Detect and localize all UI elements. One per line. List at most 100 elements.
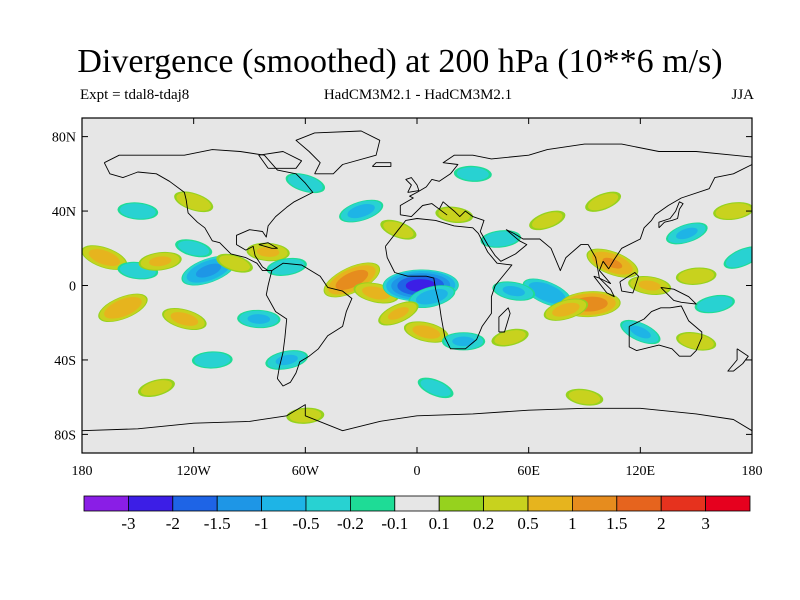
colorbar-label: -3 xyxy=(121,514,135,533)
y-tick-label: 80S xyxy=(54,428,76,443)
contour-level xyxy=(176,192,211,211)
contour-level xyxy=(247,314,271,324)
coastline xyxy=(405,177,420,193)
colorbar-swatch xyxy=(305,495,351,512)
contour-level xyxy=(195,263,222,278)
anomaly-blob xyxy=(675,267,717,285)
contour-level xyxy=(88,249,121,267)
model-label: HadCM3M2.1 - HadCM3M2.1 xyxy=(323,87,513,103)
anomaly-blob xyxy=(98,293,148,323)
contour-level xyxy=(335,269,369,290)
colorbar-label: -1 xyxy=(255,514,269,533)
coastline xyxy=(384,218,513,350)
colorbar-swatch xyxy=(83,495,129,512)
anomaly-blob xyxy=(339,199,384,223)
colorbar-label: -2 xyxy=(166,514,180,533)
contour-level xyxy=(412,325,441,339)
colorbar-swatch xyxy=(660,495,707,512)
anomaly-blob xyxy=(403,321,449,343)
colorbar-label: -0.1 xyxy=(381,514,408,533)
contour-level xyxy=(194,352,231,368)
contour-level xyxy=(387,307,409,320)
anomaly-blob xyxy=(117,202,159,220)
colorbar-swatch xyxy=(483,495,529,512)
contour-level xyxy=(170,312,199,326)
anomaly-blob xyxy=(453,165,492,182)
anomaly-blob xyxy=(175,239,213,258)
colorbar-swatch xyxy=(349,495,396,512)
colorbar-label: 2 xyxy=(657,514,666,533)
contour-level xyxy=(482,231,519,247)
coastline xyxy=(727,348,749,372)
contour-level xyxy=(256,247,280,257)
contour-level xyxy=(676,227,698,240)
anomaly-blob xyxy=(666,222,708,245)
anomaly-blob xyxy=(417,377,454,399)
anomaly-blob xyxy=(676,332,717,351)
coastline xyxy=(498,307,511,333)
coastline xyxy=(258,151,303,169)
anomaly-blob xyxy=(565,388,604,406)
x-tick-label: 0 xyxy=(414,464,421,479)
y-tick-label: 40N xyxy=(52,205,76,220)
y-tick-label: 40S xyxy=(54,354,76,369)
contour-level xyxy=(415,288,448,305)
contour-level xyxy=(275,354,298,366)
anomaly-blob xyxy=(435,206,474,224)
coastlines xyxy=(82,130,752,432)
contour-level xyxy=(568,390,601,405)
colorbar-swatch xyxy=(216,495,262,512)
anomaly-blob xyxy=(237,309,281,329)
contour-level xyxy=(697,296,733,313)
contour-level xyxy=(715,203,752,219)
colorbar-label: -0.2 xyxy=(337,514,364,533)
anomaly-blob xyxy=(408,285,456,309)
anomaly-blob xyxy=(543,298,589,321)
anomaly-blob xyxy=(713,202,752,221)
contour-level xyxy=(119,203,156,219)
colorbar-label: 0.5 xyxy=(517,514,538,533)
anomaly-blob xyxy=(162,307,207,331)
colorbar-label: 1 xyxy=(568,514,577,533)
anomaly-blob xyxy=(174,191,214,213)
coastline xyxy=(82,404,752,432)
colorbar-swatch xyxy=(127,495,174,512)
contour-level xyxy=(678,268,715,284)
y-tick-label: 0 xyxy=(69,280,76,295)
anomaly-blob xyxy=(480,230,522,248)
anomaly-blob xyxy=(266,257,307,276)
contour-level xyxy=(502,285,525,297)
contour-level xyxy=(528,281,566,304)
contour-level xyxy=(452,336,475,347)
anomaly-blob xyxy=(246,242,290,262)
contour-level xyxy=(148,256,172,267)
anomaly-blob xyxy=(694,294,735,314)
coastline xyxy=(399,143,752,285)
contour-level xyxy=(725,247,752,268)
coastline xyxy=(265,262,353,387)
coastline xyxy=(103,149,314,272)
contour-level xyxy=(638,280,661,291)
anomaly-blob xyxy=(138,251,182,271)
anomaly-blob xyxy=(628,275,672,296)
anomaly-blob xyxy=(441,332,486,351)
colorbar-label: 0.2 xyxy=(473,514,494,533)
colorbar-label: 1.5 xyxy=(606,514,627,533)
x-tick-label: 60E xyxy=(517,464,540,479)
colorbar-swatch xyxy=(261,495,307,512)
anomaly-blob xyxy=(82,245,128,270)
anomaly-blob xyxy=(216,253,253,273)
colorbar-swatch xyxy=(616,495,662,512)
anomaly-blob xyxy=(491,328,529,347)
colorbar-label: -1.5 xyxy=(204,514,231,533)
coastline xyxy=(593,275,615,298)
anomaly-blob xyxy=(265,350,309,370)
coastline xyxy=(258,242,278,249)
coastline xyxy=(660,286,697,305)
contour-level xyxy=(629,325,651,339)
experiment-label: Expt = tdal8-tdaj8 xyxy=(80,87,190,103)
anomaly-blob xyxy=(191,351,233,369)
coastline xyxy=(371,162,392,167)
x-tick-label: 180 xyxy=(72,464,93,479)
